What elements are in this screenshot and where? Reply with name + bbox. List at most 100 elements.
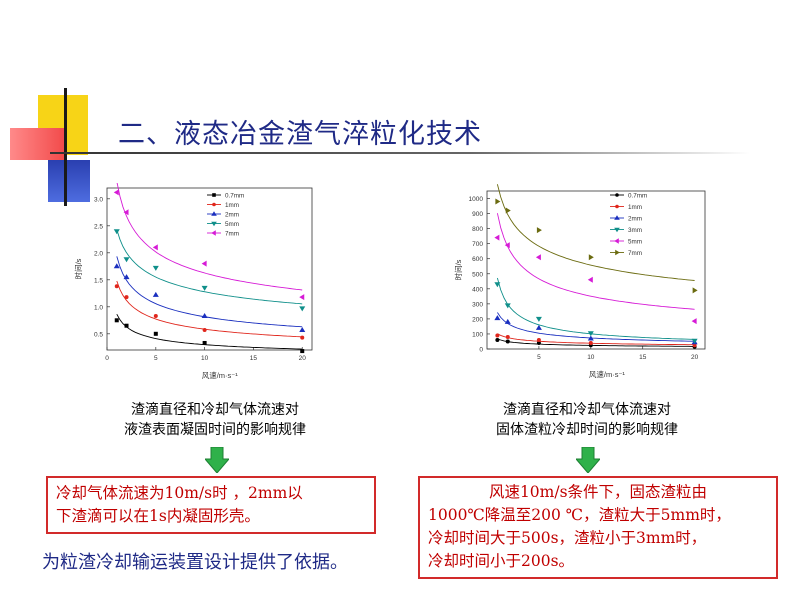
y-tick-label: 700 xyxy=(472,241,483,248)
legend-label: 2mm xyxy=(628,215,642,222)
legend-label: 2mm xyxy=(225,211,239,218)
data-point-3mm xyxy=(691,338,698,344)
legend-marker-2mm xyxy=(211,211,217,216)
data-point-7mm xyxy=(505,207,511,214)
legend-label: 3mm xyxy=(628,227,642,234)
legend-marker-5mm xyxy=(211,221,217,227)
legend-marker-0.7mm xyxy=(212,193,216,197)
data-point-5mm xyxy=(113,229,120,235)
chart-cooling-time: 0 100 200 300 400 500 600 700 800 900 1000 5 10 15 20 风… xyxy=(453,184,706,379)
data-point-2mm xyxy=(113,263,120,269)
data-point-0.7mm xyxy=(202,340,207,345)
data-point-1mm xyxy=(114,284,119,289)
decor-red-block xyxy=(10,128,65,160)
series-fit-line-0.7mm xyxy=(497,338,695,347)
left-caption: 渣滴直径和冷却气体流速对 液渣表面凝固时间的影响规律 xyxy=(95,400,335,440)
data-point-2mm xyxy=(299,327,306,333)
legend-marker-1mm xyxy=(615,204,619,209)
series-fit-line-7mm xyxy=(496,184,695,281)
y-tick-label: 800 xyxy=(472,226,483,233)
y-axis-label: 时间/s xyxy=(453,259,463,280)
data-point-3mm xyxy=(535,316,542,322)
data-point-1mm xyxy=(692,343,697,348)
legend-label: 7mm xyxy=(628,250,642,257)
y-tick-label: 0.5 xyxy=(94,331,103,338)
data-point-1mm xyxy=(124,295,129,300)
x-axis-label: 风速/m·s⁻¹ xyxy=(589,370,626,379)
decor-vertical-line xyxy=(64,88,67,206)
y-tick-label: 300 xyxy=(472,301,483,308)
x-axis-label: 风速/m·s⁻¹ xyxy=(202,371,239,380)
data-point-5mm xyxy=(587,276,593,283)
data-point-0.7mm xyxy=(495,337,500,342)
legend-label: 5mm xyxy=(628,238,642,245)
data-point-2mm xyxy=(201,312,208,318)
series-fit-line-2mm xyxy=(497,312,695,342)
legend-marker-1mm xyxy=(212,202,216,207)
legend-label: 1mm xyxy=(628,204,642,211)
y-tick-label: 400 xyxy=(472,286,483,293)
legend-marker-0.7mm xyxy=(615,193,619,197)
y-tick-label: 200 xyxy=(472,316,483,323)
x-tick-label: 20 xyxy=(299,355,307,362)
data-point-0.7mm xyxy=(124,323,129,328)
y-tick-label: 3.0 xyxy=(94,196,103,203)
data-point-2mm xyxy=(494,315,501,321)
data-point-1mm xyxy=(536,337,541,342)
left-caption-line2: 液渣表面凝固时间的影响规律 xyxy=(124,422,306,438)
data-point-7mm xyxy=(113,189,119,196)
decor-horizontal-line xyxy=(50,152,750,154)
data-point-1mm xyxy=(495,333,500,338)
series-fit-line-2mm xyxy=(116,256,303,328)
right-conclusion-box: 风速10m/s条件下，固态渣粒由 1000℃降温至200 ℃，渣粒大于5mm时，… xyxy=(418,476,778,579)
data-point-5mm xyxy=(504,242,510,249)
data-point-7mm xyxy=(692,287,698,294)
chart-solidification-time: 0.5 1.0 1.5 2.0 2.5 3.0 0 5 10 15 20 风速/m·s⁻¹ 时间/s 0.… xyxy=(73,183,313,380)
series-fit-line-5mm xyxy=(116,229,303,305)
legend-label: 1mm xyxy=(225,202,239,209)
plot-frame xyxy=(106,187,313,351)
legend-marker-3mm xyxy=(614,227,620,233)
data-point-5mm xyxy=(201,285,208,291)
data-point-5mm xyxy=(152,265,159,271)
decor-blue-block xyxy=(48,160,90,202)
data-point-2mm xyxy=(152,291,159,297)
data-point-7mm xyxy=(123,209,129,216)
down-arrow-icon xyxy=(576,447,600,473)
data-point-1mm xyxy=(202,328,207,333)
legend-label: 0.7mm xyxy=(225,192,244,199)
data-point-7mm xyxy=(152,244,158,251)
data-point-0.7mm xyxy=(536,340,541,345)
right-conclusion-line4: 冷却时间小于200s。 xyxy=(428,552,575,570)
left-conclusion-line1: 冷却气体流速为10m/s时 ，2mm以 xyxy=(56,484,303,502)
data-point-7mm xyxy=(495,198,501,205)
y-tick-label: 100 xyxy=(472,331,483,338)
data-point-5mm xyxy=(691,318,697,325)
data-point-3mm xyxy=(504,303,511,309)
page-title: 二、液态冶金渣气淬粒化技术 xyxy=(118,119,482,150)
y-tick-label: 500 xyxy=(472,271,483,278)
data-point-1mm xyxy=(588,340,593,345)
down-arrow-icon xyxy=(205,447,229,473)
data-point-5mm xyxy=(494,234,500,241)
x-tick-label: 5 xyxy=(537,354,541,361)
x-tick-label: 15 xyxy=(639,354,647,361)
series-fit-line-3mm xyxy=(496,277,695,340)
right-caption: 渣滴直径和冷却气体流速对 固体渣粒冷却时间的影响规律 xyxy=(462,400,712,440)
x-tick-label: 20 xyxy=(691,354,699,361)
data-point-2mm xyxy=(587,335,594,341)
series-fit-line-1mm xyxy=(116,280,303,338)
legend-marker-2mm xyxy=(614,215,620,220)
series-fit-line-5mm xyxy=(496,213,695,310)
y-tick-label: 600 xyxy=(472,256,483,263)
y-tick-label: 1.5 xyxy=(94,277,103,284)
legend-marker-7mm xyxy=(615,249,620,256)
data-point-7mm xyxy=(588,254,594,261)
y-axis-label: 时间/s xyxy=(73,258,83,279)
x-tick-label: 10 xyxy=(201,355,209,362)
data-point-0.7mm xyxy=(300,349,305,354)
left-conclusion-box: 冷却气体流速为10m/s时 ，2mm以 下渣滴可以在1s内凝固形壳。 xyxy=(46,476,376,534)
data-point-0.7mm xyxy=(505,339,510,344)
y-tick-label: 2.5 xyxy=(94,223,103,230)
data-point-3mm xyxy=(494,282,501,288)
